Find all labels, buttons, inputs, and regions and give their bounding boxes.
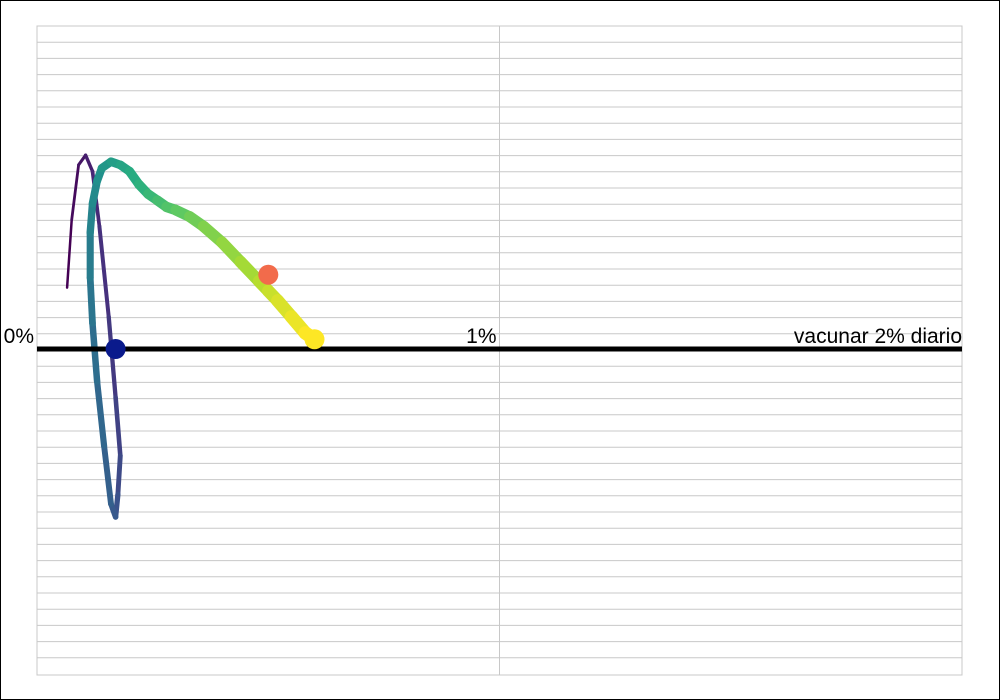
point-marker [105,339,126,359]
point-markers [105,264,325,359]
series-segment [115,453,123,497]
series-segment [70,163,80,222]
reference-line-label: vacunar 2% diario [794,325,962,348]
series-segment [86,274,96,327]
point-marker [304,329,325,350]
series-segment [65,218,73,289]
series-path [65,153,322,520]
x-tick-label: 0% [4,325,34,348]
series-segment [83,153,95,174]
series-segment [77,153,88,167]
series-segment [113,395,123,458]
series-segment [86,199,97,237]
grid-lines [36,25,963,676]
series-segment [101,442,114,507]
series-segment [93,378,108,449]
series-segment [97,224,111,319]
axis-labels: 0% 1% vacunar 2% diario [4,325,962,348]
point-marker [258,264,279,285]
series-segment [89,319,101,385]
x-tick-label: 1% [466,325,496,348]
